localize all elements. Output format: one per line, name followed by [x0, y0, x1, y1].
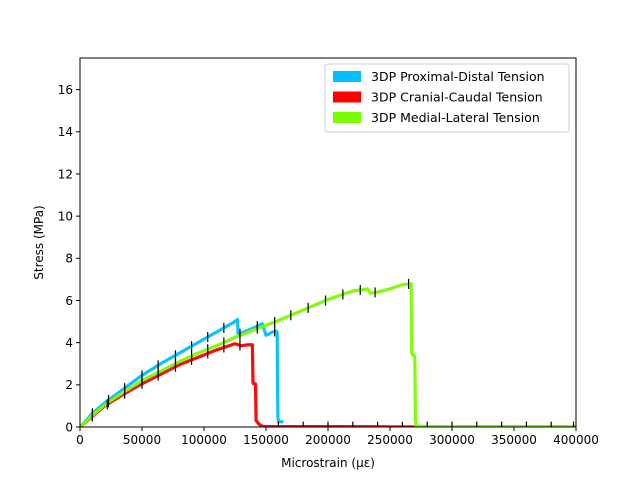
- y-tick-label-8: 16: [58, 83, 73, 97]
- x-axis: 0 50000 100000 150000 200000 250000 300000 3500…: [76, 427, 599, 447]
- legend-swatch-0: [333, 71, 361, 82]
- x-tick-label-5: 250000: [367, 433, 413, 447]
- y-axis: 0 2 4 6 8 10 12 14 16: [58, 83, 80, 434]
- series-line-2: [80, 282, 576, 427]
- legend-swatch-2: [333, 112, 361, 123]
- plot-series: [80, 282, 576, 427]
- legend-label-0: 3DP Proximal-Distal Tension: [371, 69, 545, 84]
- y-tick-label-4: 8: [65, 252, 73, 266]
- legend: 3DP Proximal-Distal Tension 3DP Cranial-C…: [324, 63, 570, 133]
- y-tick-label-0: 0: [65, 420, 73, 434]
- series-line-0: [80, 317, 284, 427]
- legend-swatch-1: [333, 91, 361, 103]
- legend-label-2: 3DP Medial-Lateral Tension: [371, 110, 540, 125]
- legend-label-1: 3DP Cranial-Caudal Tension: [371, 90, 543, 105]
- x-tick-label-4: 200000: [305, 433, 351, 447]
- x-axis-label: Microstrain (με): [281, 456, 375, 470]
- x-tick-label-2: 100000: [181, 433, 227, 447]
- series-line-thin-1: [80, 343, 576, 427]
- y-tick-label-6: 12: [58, 167, 73, 181]
- y-tick-label-3: 6: [65, 294, 73, 308]
- x-tick-label-0: 0: [76, 433, 84, 447]
- x-tick-label-8: 400000: [553, 433, 599, 447]
- legend-box: [324, 63, 570, 133]
- y-tick-label-1: 2: [65, 378, 73, 392]
- plot-markers: [91, 278, 575, 427]
- y-axis-label: Stress (MPa): [32, 205, 46, 279]
- series-line-1: [80, 342, 576, 427]
- series-line-thin-2: [80, 283, 576, 427]
- y-tick-label-5: 10: [58, 209, 73, 223]
- x-tick-label-3: 150000: [243, 433, 289, 447]
- y-tick-label-2: 4: [65, 336, 73, 350]
- y-tick-label-7: 14: [58, 125, 73, 139]
- x-tick-label-1: 50000: [123, 433, 161, 447]
- x-tick-label-6: 300000: [429, 433, 475, 447]
- x-tick-label-7: 350000: [491, 433, 537, 447]
